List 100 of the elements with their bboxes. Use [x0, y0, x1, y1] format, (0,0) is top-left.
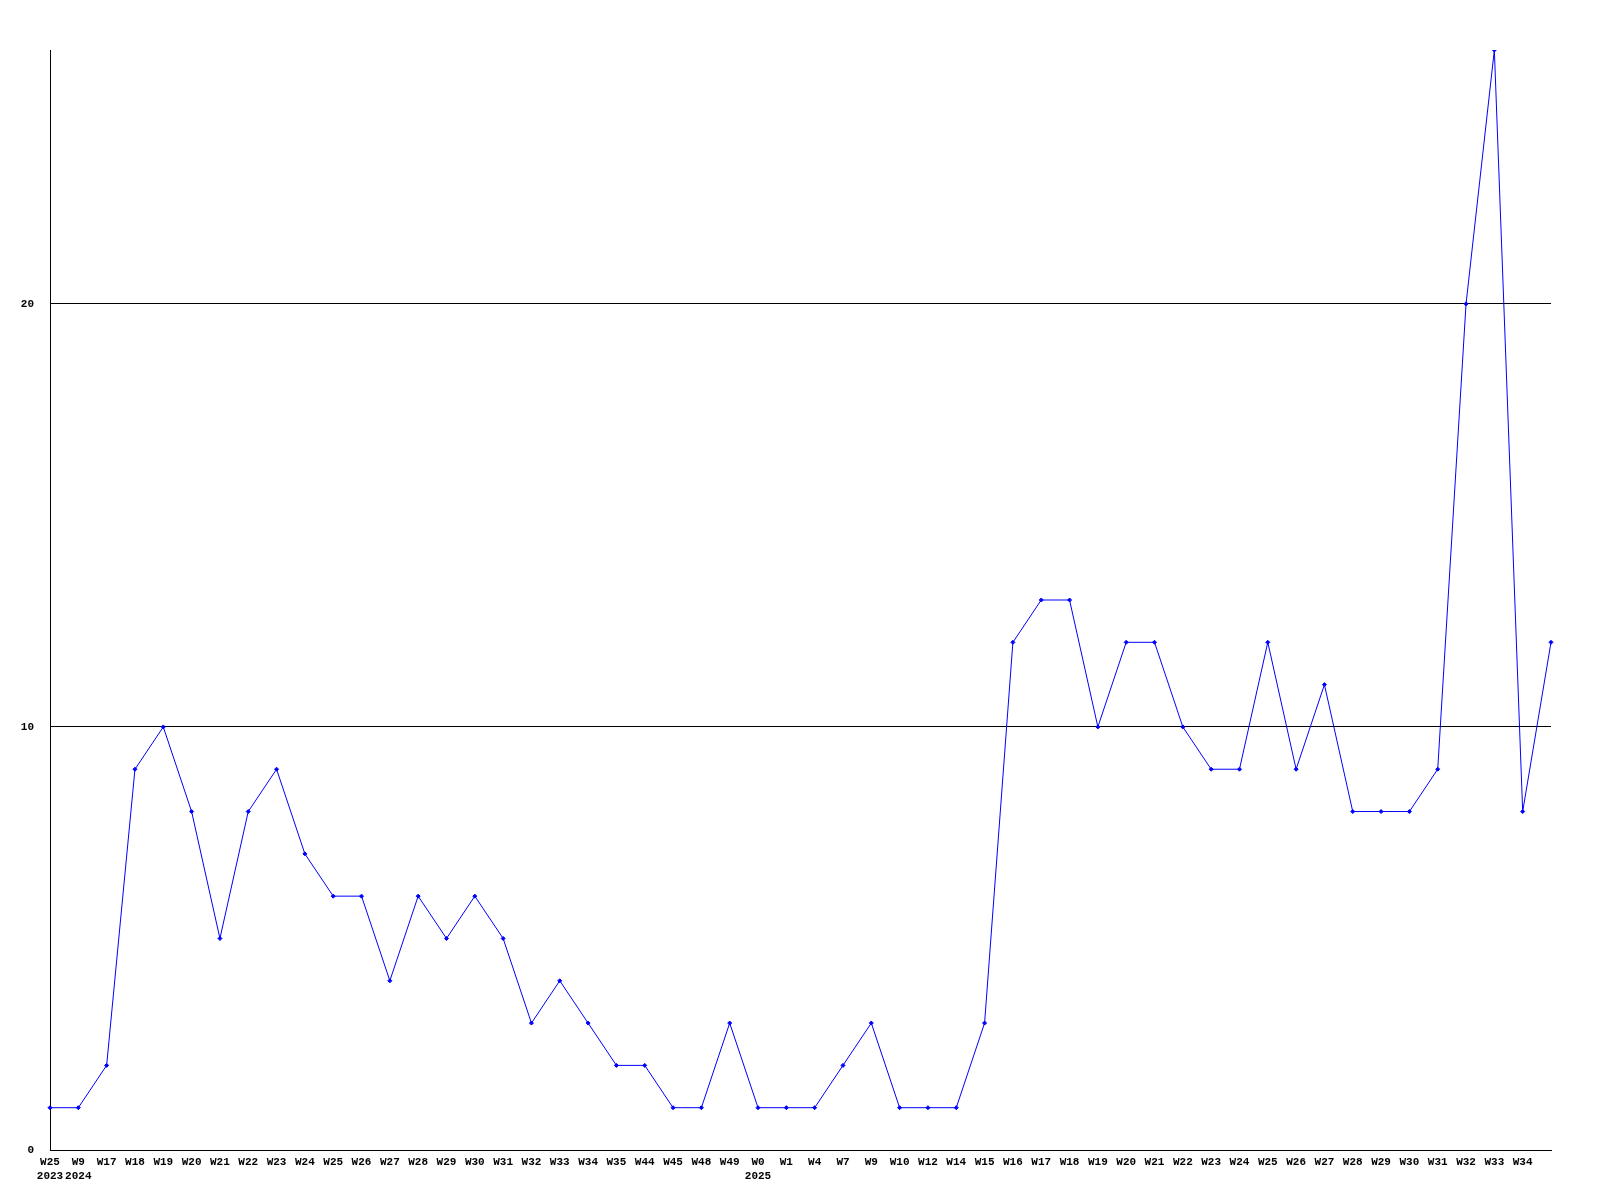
point	[1321, 682, 1327, 688]
x-tick-label: W14	[946, 1156, 967, 1169]
x-tick-label: W12	[918, 1156, 938, 1169]
point	[868, 1020, 874, 1026]
point	[1350, 809, 1356, 815]
x-tick-label: W44	[634, 1156, 656, 1169]
point	[812, 1105, 818, 1111]
point	[1548, 639, 1554, 645]
x-tick-label: W20	[1116, 1156, 1137, 1169]
point	[1293, 766, 1299, 772]
point	[1067, 597, 1073, 603]
x-tick-label: W25	[323, 1156, 344, 1169]
point	[925, 1105, 931, 1111]
x-tick-label: W9	[864, 1156, 878, 1169]
point	[75, 1105, 81, 1111]
point	[104, 1062, 110, 1068]
x-tick-label: W15	[974, 1156, 995, 1169]
x-tick-label: W26	[351, 1156, 372, 1169]
x-tick-label: W21	[210, 1156, 231, 1169]
x-tick-label: W32	[521, 1156, 542, 1169]
point	[528, 1020, 534, 1026]
point	[1406, 809, 1412, 815]
x-tick-label: W30	[464, 1156, 485, 1169]
x-tick-label: W34	[1512, 1156, 1533, 1169]
x-tick-label: W26	[1286, 1156, 1307, 1169]
x-tick-label: W29	[436, 1156, 457, 1169]
x-tick-label: W19	[1087, 1156, 1108, 1169]
point	[840, 1062, 846, 1068]
point	[613, 1062, 619, 1068]
x-tick-label: W28	[1342, 1156, 1364, 1169]
point	[443, 935, 449, 941]
x-tick-label: W10	[889, 1156, 910, 1169]
x-tick-label: W33	[1484, 1156, 1505, 1169]
point	[953, 1105, 959, 1111]
point	[1463, 301, 1469, 307]
point	[274, 766, 280, 772]
x-tick-label: W27	[379, 1156, 400, 1169]
x-tick-label: W9 2024	[65, 1156, 92, 1182]
point	[1208, 766, 1214, 772]
x-tick-label: W1	[779, 1156, 794, 1169]
point	[217, 935, 223, 941]
x-tick-label: W31	[1427, 1156, 1449, 1169]
point	[330, 893, 336, 899]
y-tick-label: 10	[20, 720, 34, 733]
x-tick-label: W21	[1144, 1156, 1165, 1169]
y-tick-label: 20	[20, 297, 34, 310]
x-tick-label: W25	[1257, 1156, 1279, 1169]
x-tick-label: W45	[663, 1156, 684, 1169]
x-tick-label: W24	[294, 1156, 316, 1169]
point	[1038, 597, 1044, 603]
x-tick-label: W18	[125, 1156, 146, 1169]
x-tick-label: W33	[549, 1156, 571, 1169]
x-tick-label: W35	[606, 1156, 627, 1169]
x-tick-label: W7	[836, 1156, 850, 1169]
point	[132, 766, 138, 772]
point	[1265, 639, 1271, 645]
point	[47, 1105, 53, 1111]
point	[1123, 639, 1129, 645]
point	[359, 893, 365, 899]
x-tick-label: W19	[153, 1156, 174, 1169]
point	[1236, 766, 1242, 772]
x-tick-label: W4	[808, 1156, 822, 1169]
point	[897, 1105, 903, 1111]
x-tick-label: W20	[181, 1156, 202, 1169]
point	[1378, 809, 1384, 815]
point	[500, 935, 506, 941]
point	[585, 1020, 591, 1026]
x-tick-label: W17	[1031, 1156, 1052, 1169]
x-tick-label: W27	[1314, 1156, 1335, 1169]
point	[1152, 639, 1158, 645]
point	[415, 893, 421, 899]
point	[189, 809, 195, 815]
point	[982, 1020, 988, 1026]
x-tick-label: W32	[1456, 1156, 1476, 1169]
point	[1010, 639, 1016, 645]
point	[160, 724, 166, 730]
point	[1095, 724, 1101, 730]
x-tick-label: W28	[408, 1156, 429, 1169]
point	[1435, 766, 1441, 772]
point	[302, 851, 308, 857]
x-tick-label: W34	[578, 1156, 599, 1169]
x-tick-label: W17	[96, 1156, 117, 1169]
x-tick-label: W22	[1172, 1156, 1193, 1169]
point	[755, 1105, 761, 1111]
x-tick-label: W30	[1399, 1156, 1420, 1169]
point	[642, 1062, 648, 1068]
x-tick-label: W29	[1371, 1156, 1391, 1169]
point	[1520, 809, 1526, 815]
point	[698, 1105, 704, 1111]
x-tick-label: W23	[266, 1156, 287, 1169]
point	[1180, 724, 1186, 730]
point	[783, 1105, 789, 1111]
point	[670, 1105, 676, 1111]
x-tick-label: W18	[1059, 1156, 1080, 1169]
x-tick-label: W25 2023	[36, 1156, 64, 1182]
x-tick-label: W23	[1201, 1156, 1222, 1169]
point	[387, 978, 393, 984]
x-tick-label: W16	[1003, 1156, 1023, 1169]
point	[472, 893, 478, 899]
x-tick-label: W49	[719, 1156, 740, 1169]
